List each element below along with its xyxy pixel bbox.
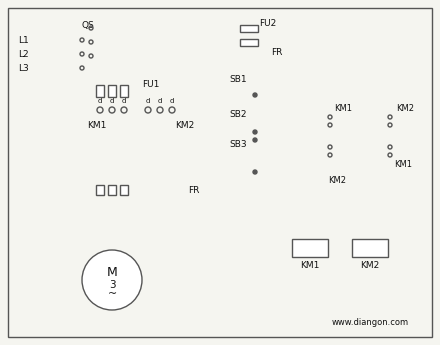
Text: d: d <box>122 98 126 104</box>
Text: KM1: KM1 <box>301 260 320 269</box>
Text: KM1: KM1 <box>394 159 412 168</box>
Circle shape <box>253 130 257 134</box>
Text: FU2: FU2 <box>259 19 277 28</box>
Text: KM1: KM1 <box>334 104 352 112</box>
Text: 3: 3 <box>109 280 115 290</box>
Circle shape <box>253 93 257 97</box>
Text: QS: QS <box>82 20 94 30</box>
Text: www.diangon.com: www.diangon.com <box>331 318 409 327</box>
Bar <box>240 24 258 31</box>
Bar <box>120 85 128 97</box>
Bar <box>96 185 104 195</box>
Bar <box>120 185 128 195</box>
Circle shape <box>82 250 142 310</box>
Text: M: M <box>106 266 117 278</box>
Circle shape <box>253 170 257 174</box>
Bar <box>108 185 116 195</box>
Bar <box>108 85 116 97</box>
Text: L2: L2 <box>18 49 29 59</box>
Text: d: d <box>170 98 174 104</box>
Text: SB3: SB3 <box>229 139 247 148</box>
Text: L1: L1 <box>18 36 29 45</box>
Text: KM2: KM2 <box>360 260 380 269</box>
Text: KM2: KM2 <box>328 176 346 185</box>
Text: FU1: FU1 <box>142 79 159 89</box>
Bar <box>352 239 388 257</box>
Text: KM2: KM2 <box>175 120 194 129</box>
Circle shape <box>253 138 257 142</box>
Text: SB2: SB2 <box>230 109 247 118</box>
Text: d: d <box>158 98 162 104</box>
Bar <box>96 85 104 97</box>
Text: ~: ~ <box>107 289 117 299</box>
Text: d: d <box>146 98 150 104</box>
Text: FR: FR <box>188 186 199 195</box>
Bar <box>240 39 258 46</box>
Text: KM1: KM1 <box>87 120 106 129</box>
Text: SB1: SB1 <box>229 75 247 83</box>
Text: L3: L3 <box>18 63 29 72</box>
Text: d: d <box>110 98 114 104</box>
Text: FR: FR <box>271 48 282 57</box>
Bar <box>292 239 328 257</box>
Text: d: d <box>98 98 102 104</box>
Text: KM2: KM2 <box>396 104 414 112</box>
Circle shape <box>82 250 142 310</box>
